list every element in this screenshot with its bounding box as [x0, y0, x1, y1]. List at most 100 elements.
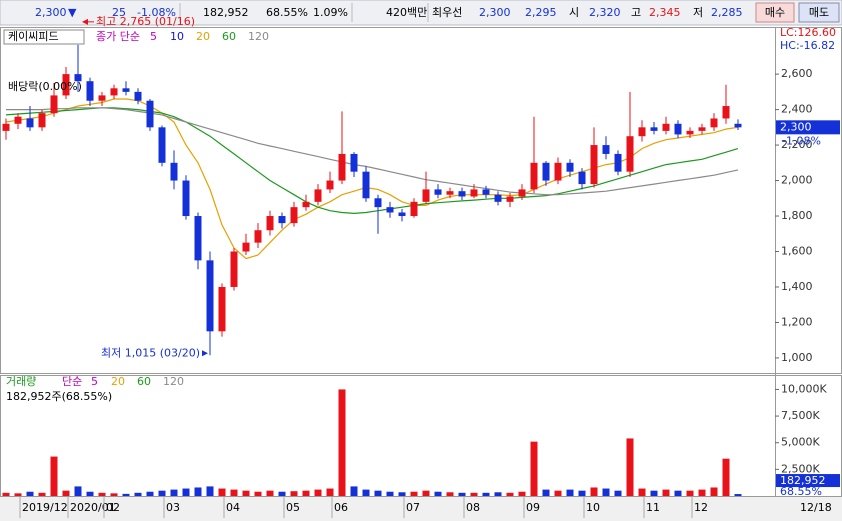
header-price: 2,300 — [35, 6, 67, 19]
candle-body — [482, 189, 490, 195]
last-price-tag — [776, 120, 840, 135]
candle-body — [206, 260, 214, 332]
volume-bar — [158, 490, 166, 496]
volume-bar — [686, 490, 694, 496]
volume-bar — [122, 493, 130, 496]
header-volume: 182,952 — [203, 6, 249, 19]
volume-bar — [494, 492, 502, 496]
volume-bar — [314, 489, 322, 496]
chart-title: 케이씨피드 — [8, 30, 59, 43]
volume-bar — [458, 492, 466, 496]
buy-button[interactable] — [755, 2, 795, 23]
y-tick-label: 2,400 — [781, 103, 813, 116]
header-best-label: 최우선 — [432, 6, 462, 19]
candle-body — [302, 201, 310, 208]
annotation: 배당락(0.00%) — [8, 80, 82, 93]
volume-bar — [302, 490, 310, 496]
x-tick-label: 06 — [334, 501, 348, 514]
title-box — [3, 29, 85, 45]
volume-bar — [710, 487, 718, 496]
candle-body — [14, 116, 22, 124]
candle-body — [710, 118, 718, 128]
candle-body — [50, 95, 58, 114]
volume-bar — [386, 491, 394, 496]
candle-body — [218, 286, 226, 332]
volume-bar — [698, 489, 706, 496]
volume-bar — [110, 493, 118, 496]
header-high-label: 고 — [631, 6, 641, 19]
candle-body — [446, 191, 454, 195]
volume-bar — [14, 493, 22, 496]
candle-body — [362, 171, 370, 199]
y-tick-label: 7,500K — [781, 409, 820, 422]
candle-body — [242, 242, 250, 252]
header-change: 25 — [112, 6, 126, 19]
x-tick-label: 07 — [406, 501, 420, 514]
header-low: 2,285 — [711, 6, 743, 19]
volume-bar — [734, 494, 742, 496]
volume-bar — [38, 492, 46, 496]
buy-label[interactable]: 매수 — [765, 6, 785, 19]
candle-body — [542, 162, 550, 181]
volume-bar — [218, 488, 226, 496]
volume-bar — [398, 492, 406, 496]
candle-body — [266, 216, 274, 231]
candle-body — [410, 201, 418, 217]
volume-bar — [602, 488, 610, 496]
y-tick-label: 2,500K — [781, 462, 820, 475]
header-amount: 420백만 — [386, 6, 427, 19]
volume-bar — [650, 490, 658, 496]
header-low-label: 저 — [693, 6, 703, 19]
volume-bar — [26, 491, 34, 496]
x-tick-label: 12 — [694, 501, 708, 514]
candle-body — [602, 145, 610, 154]
annotation: 최저 1,015 (03/20) — [101, 346, 200, 359]
candle-body — [698, 127, 706, 131]
legend-entry: 20 — [111, 375, 125, 388]
candle-body — [434, 189, 442, 195]
candle-body — [194, 216, 202, 261]
candle-body — [662, 123, 670, 131]
volume-bar — [566, 489, 574, 496]
candle-body — [230, 251, 238, 287]
legend-entry: 120 — [248, 30, 269, 43]
volume-bar — [338, 389, 346, 496]
x-tick-label: 08 — [466, 501, 480, 514]
candle-body — [338, 153, 346, 181]
volume-ma-label: 단순 — [62, 375, 82, 388]
candle-body — [458, 191, 466, 197]
legend-entry: 10 — [170, 30, 184, 43]
volume-bar — [674, 490, 682, 496]
header-open-label: 시 — [569, 6, 579, 19]
candle-body — [638, 127, 646, 137]
sell-label[interactable]: 매도 — [809, 6, 829, 19]
sell-button[interactable] — [798, 2, 840, 23]
candle-body — [734, 123, 742, 128]
volume-bar — [62, 490, 70, 496]
volume-bar — [434, 491, 442, 496]
candle-body — [626, 136, 634, 172]
volume-bar — [470, 492, 478, 496]
annotation: 최고 2,765 (01/16) — [96, 15, 195, 28]
ratio-label: 68.55% — [780, 485, 822, 498]
volume-bar — [230, 489, 238, 496]
y-tick-label: 2,000 — [781, 174, 813, 187]
header-direction: ▼ — [68, 6, 77, 19]
volume-bar — [518, 491, 526, 496]
volume-bar — [578, 490, 586, 496]
volume-bar — [506, 492, 514, 496]
last-volume-tag — [776, 474, 840, 488]
candle-body — [38, 113, 46, 128]
volume-bar — [422, 490, 430, 496]
volume-bar — [182, 488, 190, 496]
candle-body — [158, 127, 166, 163]
volume-title: 거래량 — [6, 375, 36, 388]
legend-entry: 20 — [196, 30, 210, 43]
y-tick-label: 1,400 — [781, 280, 813, 293]
volume-bar — [638, 488, 646, 496]
candle-body — [578, 171, 586, 185]
candle-body — [170, 162, 178, 181]
candle-body — [470, 189, 478, 197]
x-tick-label: 02 — [106, 501, 120, 514]
